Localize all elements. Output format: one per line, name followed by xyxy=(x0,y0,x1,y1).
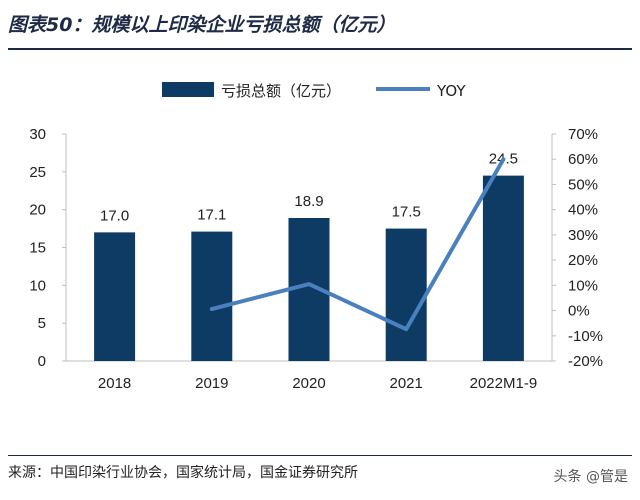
y2-tick-label: -10% xyxy=(568,328,603,345)
y2-tick-label: 50% xyxy=(568,176,598,193)
legend-bar-label: 亏损总额（亿元） xyxy=(221,82,341,100)
x-tick-label: 2022M1-9 xyxy=(470,375,538,392)
x-tick-label: 2018 xyxy=(98,375,131,392)
watermark: 头条 @管是 xyxy=(553,469,628,485)
bar-value-label: 17.0 xyxy=(100,207,129,224)
y-tick-label: 0 xyxy=(38,353,46,370)
bar xyxy=(385,228,427,361)
bar xyxy=(94,232,136,361)
y2-tick-label: -20% xyxy=(568,353,603,370)
y2-tick-label: 60% xyxy=(568,151,598,168)
y-tick-label: 20 xyxy=(29,202,46,219)
title-rule xyxy=(8,48,632,50)
x-tick-label: 2019 xyxy=(195,375,228,392)
y2-tick-label: 0% xyxy=(568,303,590,320)
y-tick-label: 30 xyxy=(29,126,46,143)
bar-value-label: 17.5 xyxy=(392,204,421,221)
source-note: 来源：中国印染行业协会，国家统计局，国金证券研究所 xyxy=(8,465,358,481)
y-tick-label: 25 xyxy=(29,164,46,181)
figure-title: 图表50：规模以上印染企业亏损总额（亿元） xyxy=(8,14,396,36)
y2-tick-label: 70% xyxy=(568,126,598,143)
legend-line-label: YOY xyxy=(436,82,466,100)
y-tick-label: 5 xyxy=(38,315,46,332)
x-tick-label: 2020 xyxy=(292,375,325,392)
y-tick-label: 15 xyxy=(29,240,46,257)
bar xyxy=(191,231,233,361)
source-rule xyxy=(8,455,632,456)
bar-value-label: 17.1 xyxy=(197,207,226,224)
y2-tick-label: 30% xyxy=(568,227,598,244)
y2-tick-label: 20% xyxy=(568,252,598,269)
yoy-line xyxy=(209,157,506,332)
bar-value-label: 18.9 xyxy=(294,193,323,210)
y-tick-label: 10 xyxy=(29,277,46,294)
legend-bar-swatch xyxy=(162,82,214,97)
y2-tick-label: 40% xyxy=(568,202,598,219)
y2-tick-label: 10% xyxy=(568,277,598,294)
x-tick-label: 2021 xyxy=(390,375,423,392)
bar xyxy=(482,175,524,361)
